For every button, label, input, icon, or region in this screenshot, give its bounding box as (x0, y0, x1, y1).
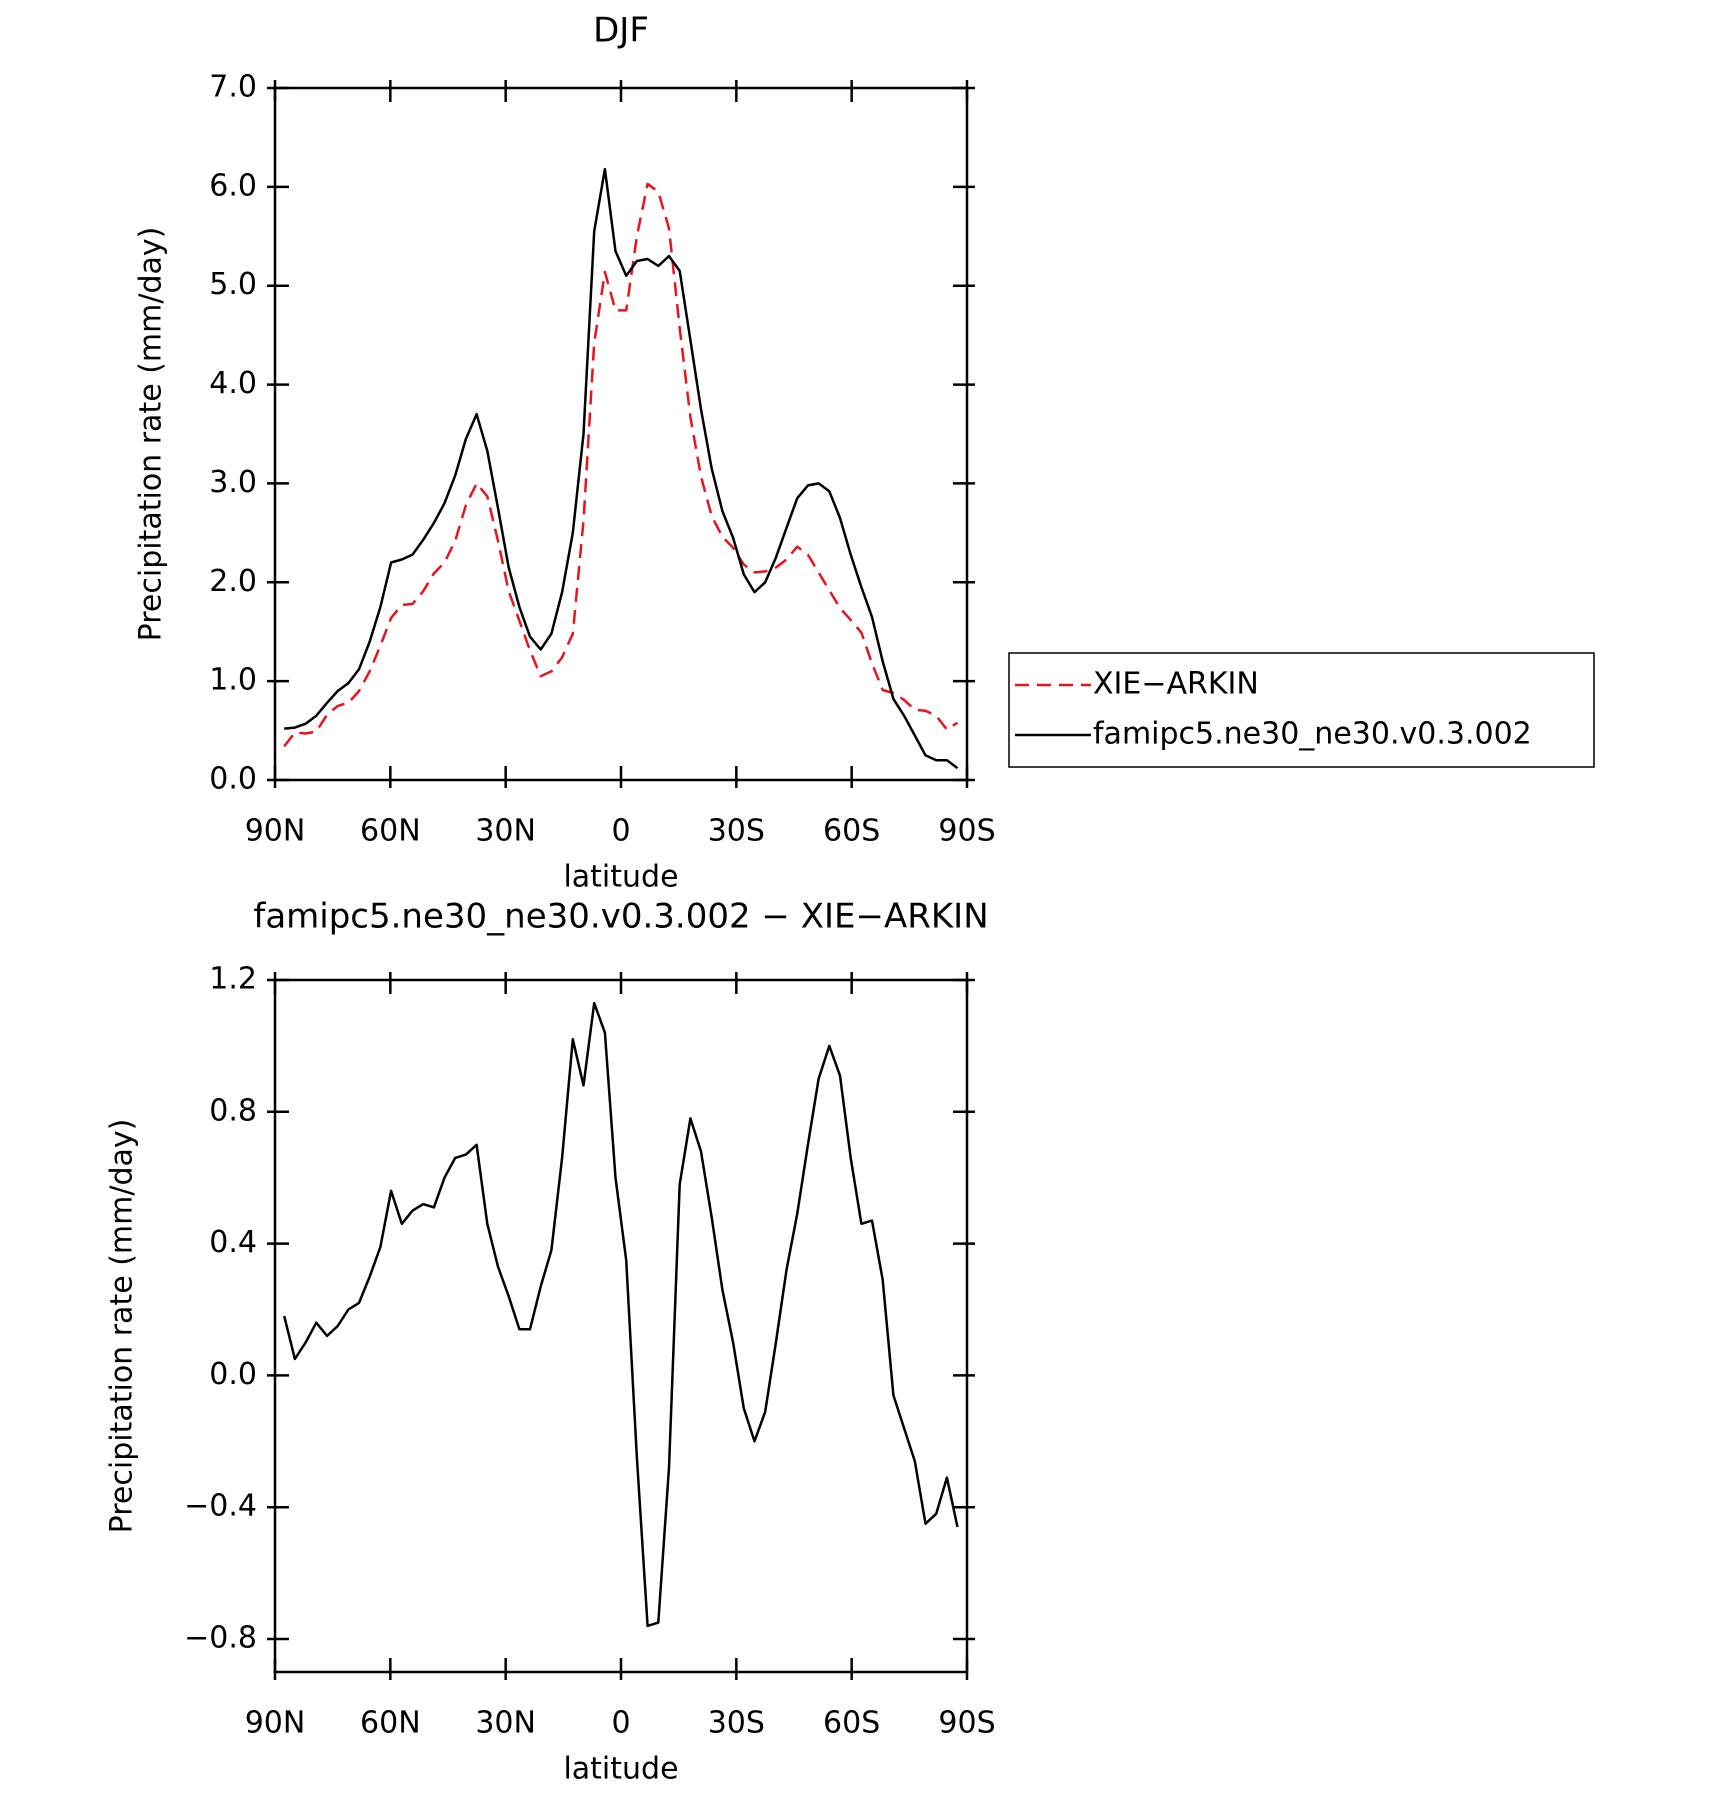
y-tick-label: 3.0 (209, 465, 257, 500)
y-tick-label: 6.0 (209, 168, 257, 203)
y-tick-label: 0.4 (209, 1225, 257, 1260)
y-tick-label: −0.8 (184, 1621, 257, 1656)
x-tick-label: 90N (245, 1706, 306, 1741)
x-tick-label: 90S (938, 1706, 995, 1741)
plot-frame (273, 978, 969, 1674)
legend-box (1008, 652, 1595, 768)
plot-frame (273, 86, 969, 782)
x-tick-label: 0 (611, 814, 630, 849)
data-line (284, 167, 959, 770)
y-tick-label: −0.4 (184, 1489, 257, 1524)
y-tick-label: 0.8 (209, 1093, 257, 1128)
y-axis-label: Precipitation rate (mm/day) (105, 1119, 140, 1534)
x-tick-label: 0 (611, 1706, 630, 1741)
data-line (282, 1001, 959, 1628)
x-tick-label: 60S (823, 1706, 880, 1741)
y-tick-label: 5.0 (209, 267, 257, 302)
x-tick-label: 30N (475, 814, 536, 849)
y-tick-label: 1.2 (209, 962, 257, 997)
y-tick-label: 0.0 (209, 762, 257, 797)
legend-label: XIE−ARKIN (1093, 667, 1259, 702)
chart-title: DJF (593, 11, 649, 51)
y-tick-label: 1.0 (209, 663, 257, 698)
x-tick-label: 60N (360, 1706, 421, 1741)
x-tick-label: 30S (708, 1706, 765, 1741)
x-tick-label: 90S (938, 814, 995, 849)
y-tick-label: 0.0 (209, 1357, 257, 1392)
x-tick-label: 90N (245, 814, 306, 849)
y-tick-label: 7.0 (209, 70, 257, 105)
x-tick-label: 60N (360, 814, 421, 849)
data-line (283, 182, 959, 748)
y-tick-label: 2.0 (209, 564, 257, 599)
x-tick-label: 60S (823, 814, 880, 849)
x-tick-label: 30S (708, 814, 765, 849)
legend-label: famipc5.ne30_ne30.v0.3.002 (1093, 717, 1532, 752)
x-axis-label: latitude (563, 1752, 678, 1787)
chart-title: famipc5.ne30_ne30.v0.3.002 − XIE−ARKIN (253, 897, 988, 937)
y-tick-label: 4.0 (209, 366, 257, 401)
x-axis-label: latitude (563, 860, 678, 895)
y-axis-label: Precipitation rate (mm/day) (134, 227, 169, 642)
x-tick-label: 30N (475, 1706, 536, 1741)
